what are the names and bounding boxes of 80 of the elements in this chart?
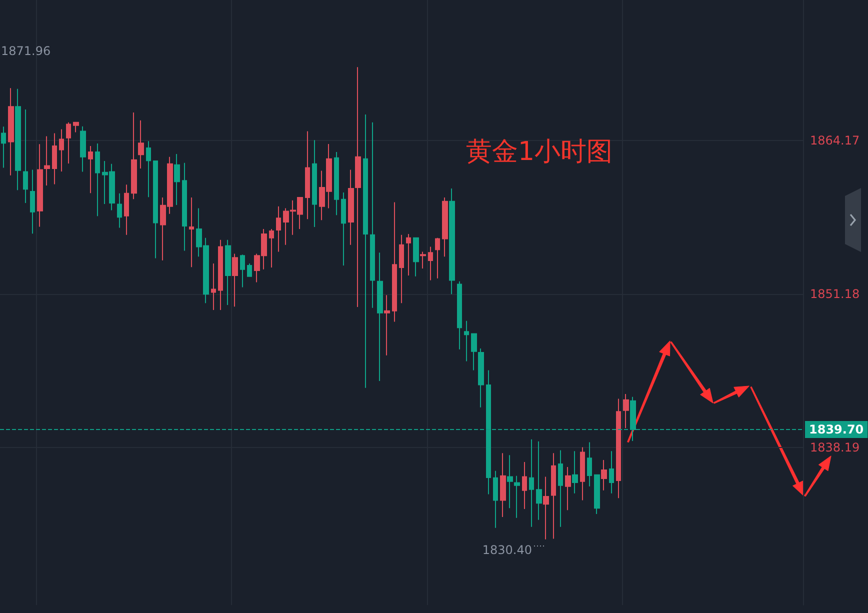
candlestick [565, 466, 571, 511]
candlestick [543, 476, 549, 540]
candlestick [435, 237, 440, 279]
candlestick [312, 140, 317, 228]
candlestick [153, 160, 158, 259]
candlestick [558, 450, 563, 528]
candlestick [420, 251, 426, 269]
candlestick [37, 144, 43, 228]
candlestick [457, 280, 462, 350]
candlestick [44, 136, 50, 186]
candlestick [124, 184, 129, 236]
candlestick [413, 237, 419, 277]
candlestick [138, 120, 144, 169]
candlestick [334, 151, 339, 216]
candlestick [341, 192, 346, 266]
candlestick [73, 122, 79, 133]
candlestick [478, 348, 484, 408]
candlestick [471, 333, 477, 371]
candlestick [464, 320, 469, 362]
candlestick [131, 112, 137, 200]
candlestick [587, 442, 592, 487]
candlestick [522, 462, 527, 510]
candlestick [580, 446, 585, 501]
candlestick [392, 202, 397, 322]
candlestick [449, 188, 455, 295]
candlestick [52, 132, 57, 185]
candlestick [572, 450, 578, 494]
candlestick [609, 450, 614, 494]
candlestick [276, 206, 281, 252]
candlestick [428, 246, 433, 281]
candlestick [211, 263, 216, 310]
candlestick [269, 228, 274, 268]
candlestick [493, 470, 498, 528]
candlestick [15, 88, 21, 191]
candlestick [240, 254, 245, 288]
candlestick [95, 142, 100, 217]
candlestick [66, 122, 71, 164]
candlestick [80, 126, 86, 172]
candlestick [174, 153, 180, 206]
candlestick [355, 66, 361, 308]
candlestick [182, 162, 187, 252]
candlestick [1, 126, 6, 168]
candlestick [348, 169, 354, 246]
y-tick-label: 1838.19 [810, 440, 860, 454]
candlestick [189, 196, 194, 268]
candlestick [507, 454, 513, 509]
candlestick [59, 128, 64, 172]
candlestick [551, 452, 556, 540]
y-tick-label: 1864.17 [810, 133, 860, 148]
candlestick [363, 114, 368, 388]
candlestick [406, 233, 411, 276]
candlestick [377, 252, 383, 382]
candlestick [601, 460, 607, 491]
candlestick [514, 475, 520, 518]
candlestick [218, 239, 223, 310]
candlestick [117, 192, 122, 228]
candlestick [247, 263, 252, 277]
candlestick [30, 169, 35, 234]
candlestick [536, 440, 542, 520]
candlestick [399, 234, 404, 304]
candlestick [8, 88, 14, 176]
candlestick [88, 146, 93, 194]
candlestick [305, 130, 310, 220]
candlestick [232, 253, 238, 308]
candlestick [616, 398, 621, 499]
candlestick [370, 122, 375, 308]
annotation: 1830.40 [482, 543, 532, 557]
candlestick [623, 393, 629, 429]
candlestick [529, 438, 534, 528]
annotation: 1871.96 [1, 44, 51, 58]
candlestick [594, 474, 600, 515]
candlestick [442, 196, 448, 258]
candlestick [500, 452, 506, 518]
candlestick [23, 109, 28, 204]
text: 黄金1小时图 [466, 137, 613, 167]
candlestick [146, 140, 151, 198]
ref-line-label: 1839.70 [809, 422, 864, 437]
candlestick [225, 239, 231, 306]
y-tick-label: 1851.18 [810, 286, 860, 301]
candlestick [384, 294, 390, 356]
